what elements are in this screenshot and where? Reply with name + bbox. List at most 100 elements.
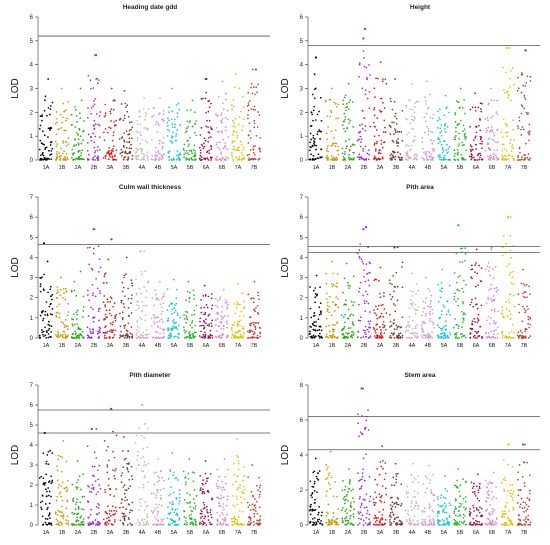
snp-point — [128, 488, 130, 490]
snp-point — [94, 155, 96, 157]
snp-point — [189, 301, 191, 303]
snp-point — [60, 321, 62, 323]
snp-point — [449, 285, 451, 287]
snp-point — [98, 337, 100, 339]
snp-peak-point — [47, 261, 49, 263]
snp-point — [443, 159, 445, 161]
snp-point — [518, 336, 520, 338]
snp-point — [156, 131, 158, 133]
snp-point — [207, 141, 209, 143]
snp-point — [390, 298, 392, 300]
snp-point — [183, 148, 185, 150]
snp-point — [163, 518, 165, 520]
snp-point — [405, 326, 407, 328]
snp-point — [469, 328, 471, 330]
snp-point — [353, 301, 355, 303]
snp-point — [391, 337, 393, 339]
snp-point — [51, 524, 53, 526]
snp-point — [382, 460, 384, 462]
snp-point — [185, 299, 187, 301]
snp-point — [315, 321, 317, 323]
snp-point — [492, 268, 494, 270]
snp-point — [457, 123, 459, 125]
snp-point — [179, 497, 181, 499]
snp-point — [66, 491, 68, 493]
snp-point — [88, 133, 90, 135]
snp-point — [232, 483, 234, 485]
snp-point — [395, 482, 397, 484]
snp-point — [63, 288, 65, 290]
snp-point — [430, 131, 432, 133]
snp-point — [65, 120, 67, 122]
snp-point — [474, 271, 476, 273]
snp-point — [507, 132, 509, 134]
snp-point — [222, 487, 224, 489]
snp-point — [369, 311, 371, 313]
snp-point — [212, 498, 214, 500]
snp-point — [106, 521, 108, 523]
x-tick-label: 6B — [489, 343, 496, 349]
snp-point — [474, 321, 476, 323]
snp-point — [63, 331, 65, 333]
snp-point — [111, 152, 113, 154]
snp-point — [131, 466, 133, 468]
snp-point — [408, 145, 410, 147]
snp-point — [200, 159, 202, 161]
snp-point — [161, 142, 163, 144]
snp-point — [366, 493, 368, 495]
snp-point — [76, 482, 78, 484]
snp-point — [377, 78, 379, 80]
snp-point — [138, 305, 140, 307]
snp-point — [488, 336, 490, 338]
snp-point — [332, 286, 334, 288]
snp-point — [146, 515, 148, 517]
snp-point — [318, 318, 320, 320]
snp-point — [59, 511, 61, 513]
snp-point — [173, 319, 175, 321]
snp-point — [39, 477, 41, 479]
snp-point — [136, 304, 138, 306]
snp-point — [62, 153, 64, 155]
snp-point — [309, 149, 311, 151]
snp-point — [505, 158, 507, 160]
snp-point — [502, 156, 504, 158]
snp-point — [343, 498, 345, 500]
snp-point — [205, 126, 207, 128]
snp-point — [192, 126, 194, 128]
snp-point — [331, 130, 333, 132]
snp-point — [81, 334, 83, 336]
snp-point — [226, 156, 228, 158]
snp-point — [313, 315, 315, 317]
snp-point — [234, 126, 236, 128]
snp-point — [161, 477, 163, 479]
snp-peak-point — [490, 248, 492, 250]
snp-point — [51, 141, 53, 143]
snp-point — [254, 123, 256, 125]
snp-point — [493, 299, 495, 301]
chromosome-1B-points — [55, 88, 70, 161]
snp-point — [87, 326, 89, 328]
snp-point — [56, 153, 58, 155]
snp-point — [491, 126, 493, 128]
snp-point — [383, 332, 385, 334]
snp-point — [369, 91, 371, 93]
snp-point — [366, 77, 368, 79]
snp-point — [478, 336, 480, 338]
snp-point — [129, 523, 131, 525]
snp-point — [412, 291, 414, 293]
snp-point — [320, 336, 322, 338]
snp-point — [439, 290, 441, 292]
snp-point — [247, 502, 249, 504]
snp-point — [243, 333, 245, 335]
snp-point — [504, 92, 506, 94]
snp-point — [137, 139, 139, 141]
snp-point — [78, 508, 80, 510]
snp-point — [66, 461, 68, 463]
snp-peak-point — [80, 271, 82, 273]
snp-point — [254, 333, 256, 335]
snp-point — [143, 127, 145, 129]
snp-point — [326, 150, 328, 152]
snp-point — [463, 335, 465, 337]
snp-point — [234, 313, 236, 315]
